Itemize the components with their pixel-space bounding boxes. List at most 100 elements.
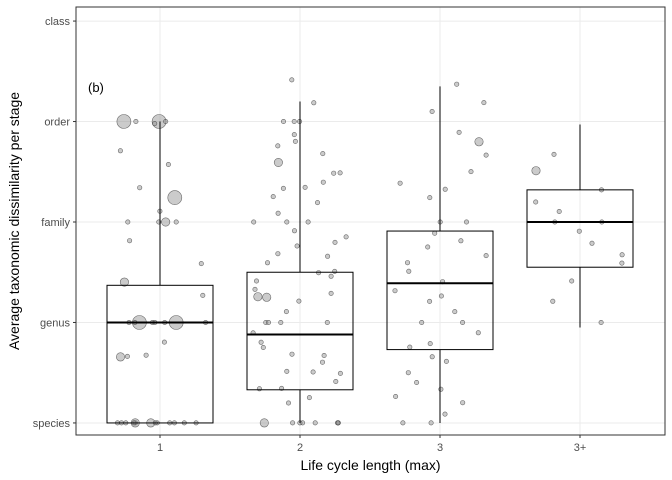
data-point-2-10	[331, 170, 337, 176]
data-point-2-2	[280, 119, 286, 125]
data-point-2-14	[280, 185, 286, 191]
data-point-3-9	[427, 195, 433, 201]
data-point-3-21	[427, 298, 433, 304]
data-point-3-13	[458, 238, 464, 244]
data-point-1-10	[173, 219, 179, 225]
x-tick-label-2: 2	[297, 442, 303, 454]
data-point-1-5	[117, 148, 123, 154]
data-point-2-41	[265, 319, 271, 325]
data-point-3+-9	[619, 252, 625, 258]
y-tick-label-species: species	[33, 418, 71, 430]
data-point-3-22	[452, 309, 458, 315]
data-point-2-35	[253, 292, 263, 302]
data-point-2-46	[321, 352, 327, 358]
boxes	[106, 86, 634, 424]
data-point-2-25	[325, 253, 331, 259]
data-point-3-34	[460, 400, 466, 406]
data-point-2-3	[291, 119, 297, 125]
data-point-2-37	[283, 309, 289, 315]
data-point-3-28	[429, 354, 435, 360]
data-point-3-37	[428, 420, 434, 426]
data-point-2-5	[291, 132, 297, 138]
box-1	[106, 284, 214, 424]
data-point-3-24	[419, 319, 425, 325]
y-axis-title: Average taxonomic dissimilarity per stag…	[6, 92, 22, 350]
data-point-1-12	[161, 217, 171, 227]
data-point-2-23	[332, 239, 338, 245]
x-axis-title: Life cycle length (max)	[300, 457, 440, 473]
data-point-2-34	[262, 292, 272, 302]
data-point-2-9	[273, 158, 283, 168]
data-point-2-29	[332, 268, 338, 274]
data-point-2-15	[270, 194, 276, 200]
data-point-2-24	[294, 243, 300, 249]
data-point-2-0	[289, 77, 295, 83]
data-point-2-40	[263, 319, 269, 325]
box-3+	[526, 189, 634, 268]
data-point-3-17	[406, 268, 412, 274]
data-point-3-26	[427, 341, 433, 347]
data-point-2-30	[328, 273, 334, 279]
data-point-2-19	[284, 219, 290, 225]
y-tick-label-family: family	[41, 217, 70, 229]
data-point-3+-12	[550, 298, 556, 304]
data-point-3-29	[443, 358, 449, 364]
data-point-2-45	[289, 351, 295, 357]
data-point-2-20	[305, 219, 311, 225]
data-point-3-4	[474, 137, 484, 147]
data-point-3-6	[468, 169, 474, 175]
data-point-1-2	[116, 114, 132, 129]
data-point-2-11	[337, 170, 343, 176]
data-point-3-19	[392, 288, 398, 294]
box-2	[246, 271, 354, 391]
data-point-2-1	[311, 100, 317, 106]
data-point-3+-10	[619, 260, 625, 266]
data-point-2-33	[328, 290, 334, 296]
data-point-3-20	[438, 293, 444, 299]
data-point-3+-7	[576, 228, 582, 234]
x-tick-label-3+: 3+	[574, 442, 587, 454]
data-point-3-23	[460, 319, 466, 325]
data-point-2-22	[343, 234, 349, 240]
data-point-2-49	[310, 369, 316, 375]
data-point-1-7	[137, 185, 143, 191]
data-point-1-11	[125, 219, 131, 225]
data-point-3-3	[456, 129, 462, 135]
data-point-2-6	[292, 138, 298, 144]
jitter-points	[115, 77, 625, 428]
data-point-3-35	[442, 411, 448, 417]
data-point-3+-1	[531, 166, 541, 176]
data-point-3-5	[483, 152, 489, 158]
data-point-2-38	[278, 319, 284, 325]
data-point-3+-3	[533, 199, 539, 205]
data-point-1-29	[116, 352, 126, 362]
data-point-1-26	[161, 339, 167, 345]
data-point-1-17	[200, 292, 206, 298]
y-tick-label-order: order	[44, 117, 70, 129]
data-point-3-10	[463, 219, 469, 225]
data-point-1-4	[152, 121, 158, 127]
data-point-2-17	[275, 210, 281, 216]
data-point-1-27	[124, 353, 130, 359]
data-point-1-16	[119, 277, 129, 287]
data-point-1-6	[165, 162, 171, 168]
x-tick-label-1: 1	[157, 442, 163, 454]
data-point-3+-11	[569, 278, 575, 284]
data-point-2-63	[335, 420, 341, 426]
data-point-2-52	[256, 386, 262, 392]
data-point-1-14	[127, 238, 133, 244]
data-point-1-28	[143, 352, 149, 358]
data-point-2-43	[258, 339, 264, 345]
data-point-3-2	[429, 109, 435, 115]
data-point-2-47	[319, 359, 325, 365]
data-point-3-12	[432, 230, 438, 236]
data-point-3-0	[454, 81, 460, 87]
data-point-3+-4	[556, 209, 562, 215]
data-point-2-27	[264, 260, 270, 266]
x-axis: 1 2 3 3+	[157, 435, 586, 454]
data-point-1-3	[133, 119, 139, 125]
data-point-1-8	[167, 190, 183, 205]
data-point-2-13	[302, 184, 308, 190]
data-point-1-1	[163, 119, 169, 125]
data-point-2-7	[275, 143, 281, 149]
